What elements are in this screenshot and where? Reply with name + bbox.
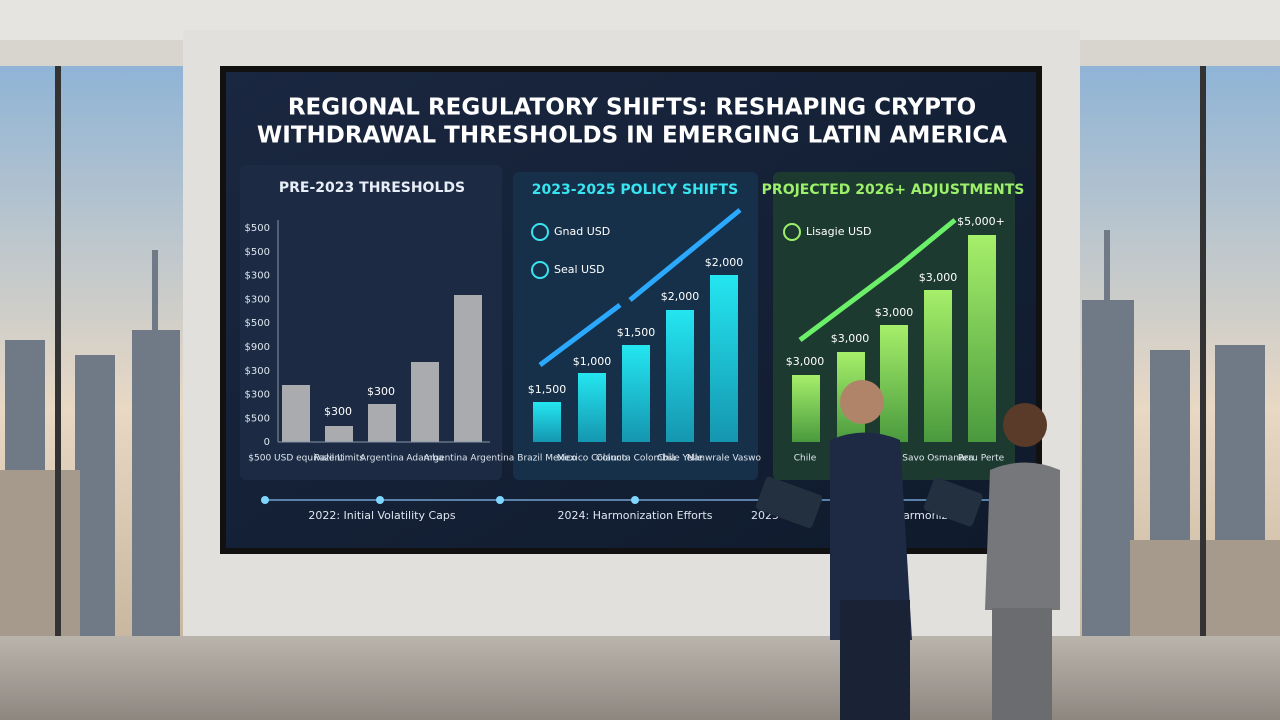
y-label: $300	[245, 294, 270, 305]
bar	[710, 275, 738, 442]
bar	[578, 373, 606, 442]
y-label: $500	[245, 413, 270, 424]
timeline-label: 2022: Initial Volatility Caps	[308, 509, 456, 522]
x-label: Colunta Colombia	[596, 454, 676, 464]
x-label: Chile	[794, 454, 817, 464]
legend-label: Seal USD	[554, 263, 605, 276]
screen-title: WITHDRAWAL THRESHOLDS IN EMERGING LATIN …	[257, 123, 1007, 149]
bar	[411, 362, 439, 442]
bar	[368, 404, 396, 442]
bar	[622, 345, 650, 442]
screen-title: REGIONAL REGULATORY SHIFTS: RESHAPING CR…	[288, 95, 976, 121]
timeline-dot	[496, 496, 504, 504]
value-label: $1,500	[617, 326, 656, 339]
x-label: Peru Perte	[958, 454, 1005, 464]
y-label: $300	[245, 271, 270, 282]
floor	[0, 636, 1280, 720]
bar	[454, 295, 482, 442]
trend-arrow	[538, 303, 622, 367]
legend-label: Lisagie USD	[806, 225, 871, 238]
x-label: Savo Osmanara	[902, 454, 973, 464]
x-label: $500 USD equivalent	[248, 454, 344, 464]
panel-title: PROJECTED 2026+ ADJUSTMENTS	[762, 182, 1025, 198]
legend-icon	[531, 223, 549, 241]
bar	[666, 310, 694, 442]
y-label: $300	[245, 390, 270, 401]
bar	[533, 402, 561, 442]
x-label: Argentina Argentina	[424, 454, 515, 464]
x-label: Pazil Limits	[314, 454, 364, 464]
value-label: $3,000	[786, 355, 825, 368]
bar	[325, 426, 353, 442]
x-label: Chile Yelle	[657, 454, 703, 464]
x-label: Mexico Colanco	[557, 454, 628, 464]
mullion	[1200, 66, 1206, 636]
y-label: $500	[245, 247, 270, 258]
y-label: $500	[245, 223, 270, 234]
value-label: $3,000	[831, 332, 870, 345]
legend-icon	[783, 223, 801, 241]
y-label: $300	[245, 366, 270, 377]
bar	[792, 375, 820, 442]
legend-icon	[531, 261, 549, 279]
trend-arrow	[628, 208, 742, 302]
trend-arrow	[798, 218, 957, 342]
x-label: Nanwrale Vaswo	[687, 454, 761, 464]
legend-label: Gnad USD	[554, 225, 610, 238]
value-label: $3,000	[919, 271, 958, 284]
x-label: Argentina	[360, 454, 404, 464]
bar	[968, 235, 996, 442]
panel-title: PRE-2023 THRESHOLDS	[279, 180, 465, 196]
y-label: $900	[245, 342, 270, 353]
bar	[924, 290, 952, 442]
bar	[880, 325, 908, 442]
timeline-dot	[376, 496, 384, 504]
y-label: 0	[264, 437, 270, 448]
people	[756, 380, 1060, 720]
skyline	[0, 230, 1280, 636]
value-label: $300	[324, 405, 352, 418]
bar	[282, 385, 310, 442]
mullion	[55, 66, 61, 636]
x-label: Adamba	[406, 454, 443, 464]
value-label: $1,500	[528, 383, 567, 396]
value-label: $300	[367, 385, 395, 398]
value-label: $2,000	[661, 290, 700, 303]
panel	[513, 172, 758, 480]
value-label: $3,000	[875, 306, 914, 319]
y-label: $500	[245, 318, 270, 329]
value-label: $5,000+	[957, 215, 1005, 228]
timeline-dot	[261, 496, 269, 504]
x-label: Brazil Mexico	[517, 454, 577, 464]
value-label: $1,000	[573, 355, 612, 368]
timeline-label: 2024: Harmonization Efforts	[558, 509, 713, 522]
panel-title: 2023-2025 POLICY SHIFTS	[532, 182, 738, 198]
value-label: $2,000	[705, 256, 744, 269]
timeline-dot	[631, 496, 639, 504]
